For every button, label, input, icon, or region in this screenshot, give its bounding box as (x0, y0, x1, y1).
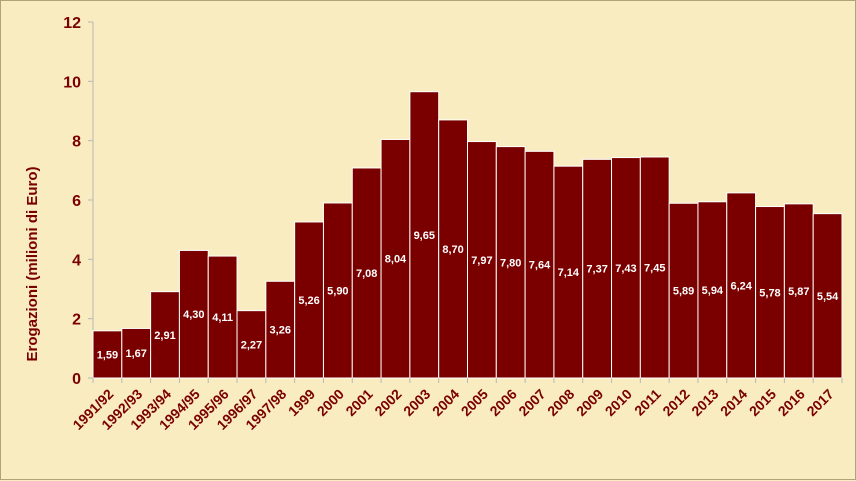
bar-data-label: 8,04 (385, 254, 407, 266)
bar-data-label: 9,65 (414, 230, 435, 242)
y-axis-ticks: 0 2 4 6 8 10 12 (63, 15, 93, 388)
x-tick-label: 2013 (688, 386, 721, 419)
y-tick-label: 4 (72, 252, 81, 269)
bar-data-label: 2,27 (241, 339, 262, 351)
bar-data-label: 5,89 (673, 286, 694, 298)
y-tick-label: 6 (72, 193, 81, 210)
bar-data-label: 5,87 (788, 286, 809, 298)
bar-data-label: 4,30 (183, 309, 204, 321)
x-tick-label: 2004 (429, 386, 462, 419)
x-tick-label: 2001 (342, 386, 375, 419)
x-tick-label: 2005 (458, 386, 491, 419)
bar-data-label: 5,26 (298, 295, 319, 307)
bar-data-label: 7,45 (644, 262, 665, 274)
bar (150, 291, 180, 379)
x-tick-label: 2003 (400, 386, 433, 419)
bar (351, 167, 382, 379)
bar (668, 202, 699, 379)
bar (409, 91, 440, 379)
x-axis-ticks: 1991/921992/931993/941994/951995/961996/… (69, 378, 843, 433)
bar-data-label: 7,14 (558, 267, 580, 279)
x-tick-label: 2016 (775, 386, 808, 419)
bar (236, 310, 267, 379)
bar (553, 165, 584, 379)
bar-data-label: 8,70 (442, 244, 463, 256)
bar-data-label: 1,59 (97, 349, 118, 361)
chart-bars (92, 91, 843, 379)
x-tick-label: 2010 (602, 386, 635, 419)
x-tick-label: 2017 (803, 386, 836, 419)
bar-data-label: 5,94 (702, 285, 724, 297)
x-tick-label: 2011 (631, 386, 664, 419)
bar-data-label: 1,67 (126, 348, 147, 360)
bar-data-label: 7,97 (471, 255, 492, 267)
x-tick-label: 2014 (717, 386, 750, 419)
bar-data-label: 7,64 (529, 260, 551, 272)
bar-data-label: 6,24 (730, 280, 752, 292)
bar-data-label: 7,80 (500, 257, 521, 269)
y-tick-label: 10 (63, 74, 81, 91)
x-tick-label: 2015 (746, 386, 779, 419)
y-tick-label: 2 (72, 312, 81, 329)
bar (467, 141, 497, 379)
bar (812, 213, 843, 379)
bar (726, 192, 757, 379)
bar-data-label: 3,26 (270, 325, 291, 337)
bar-data-label: 7,08 (356, 268, 377, 280)
bar-data-label: 7,43 (615, 263, 636, 275)
bar-data-label: 5,54 (817, 291, 839, 303)
x-tick-label: 2009 (573, 386, 606, 419)
y-axis-label: Erogazioni (milioni di Euro) (24, 167, 41, 362)
bar (265, 280, 296, 379)
x-tick-label: 2008 (544, 386, 577, 419)
bar (495, 146, 526, 379)
bar (697, 201, 728, 379)
bar (178, 249, 209, 379)
x-tick-label: 2012 (659, 386, 692, 419)
y-tick-label: 0 (72, 371, 81, 388)
bar (524, 150, 555, 379)
x-tick-label: 2000 (314, 386, 347, 419)
bar (121, 327, 152, 379)
bar-data-label: 5,90 (327, 285, 348, 297)
x-tick-label: 2007 (515, 386, 548, 419)
bar (582, 158, 613, 379)
x-tick-label: 2002 (371, 386, 404, 419)
bar (755, 206, 785, 379)
bar (322, 202, 353, 379)
bar (639, 156, 670, 379)
x-tick-label: 2006 (486, 386, 519, 419)
chart-data-labels: 1,59 1,67 2,91 4,30 4,11 2,27 3,26 5,26 5,90 7,08… (97, 230, 839, 362)
bar-data-label: 4,11 (212, 312, 233, 324)
bar (380, 138, 411, 379)
y-tick-label: 12 (63, 15, 81, 32)
bar-data-label: 2,91 (154, 330, 175, 342)
bar (294, 221, 324, 379)
bar-data-label: 5,78 (759, 287, 780, 299)
y-tick-label: 8 (72, 134, 81, 151)
x-tick-label: 1999 (285, 386, 318, 419)
bar-data-label: 7,37 (586, 264, 607, 276)
